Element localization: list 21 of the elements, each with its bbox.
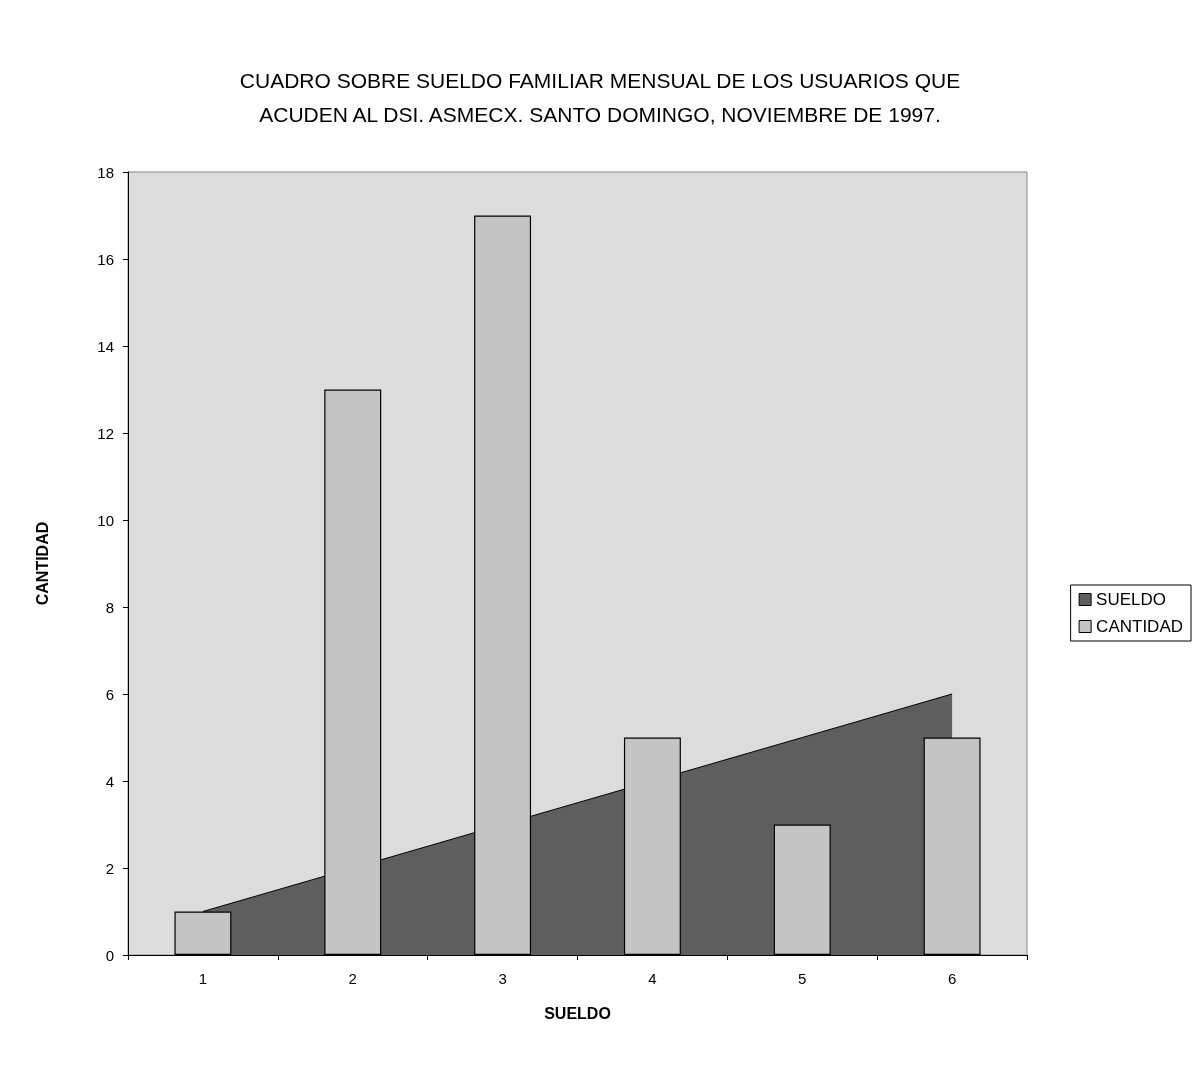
y-tick-label: 2 bbox=[105, 859, 114, 877]
y-tick-label: 14 bbox=[97, 337, 114, 355]
y-tick-label: 16 bbox=[97, 250, 114, 268]
y-tick-label: 10 bbox=[97, 511, 114, 529]
y-tick-label: 12 bbox=[97, 424, 114, 442]
chart-title: CUADRO SOBRE SUELDO FAMILIAR MENSUAL DE LOS USUARIOS QUE ACUDEN AL DSI. ASMECX. SANTO DOMINGO, NOVIEMBRE DE 1997. bbox=[239, 68, 961, 126]
legend-label: CANTIDAD bbox=[1096, 617, 1184, 636]
x-tick-label: 1 bbox=[198, 970, 208, 987]
x-tick-label: 2 bbox=[348, 970, 357, 987]
y-axis-title: CANTIDAD bbox=[33, 521, 51, 606]
y-tick-label: 6 bbox=[105, 685, 114, 703]
y-tick-label: 4 bbox=[105, 772, 114, 790]
legend-label: SUELDO bbox=[1096, 590, 1167, 609]
y-tick-label: 0 bbox=[105, 946, 114, 964]
x-tick-label: 4 bbox=[648, 970, 657, 987]
x-tick-label: 6 bbox=[947, 970, 957, 987]
y-tick-label: 8 bbox=[105, 598, 114, 616]
x-tick-label: 5 bbox=[798, 970, 807, 987]
y-tick-label: 18 bbox=[97, 163, 114, 181]
x-axis-title: SUELDO bbox=[544, 1004, 611, 1022]
x-tick-label: 3 bbox=[498, 970, 507, 987]
